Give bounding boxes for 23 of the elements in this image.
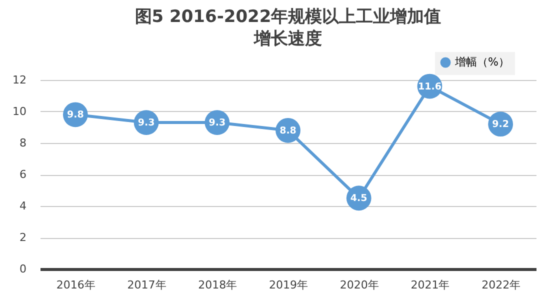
y-tick-label: 6 bbox=[20, 168, 26, 181]
y-tick-label: 8 bbox=[20, 136, 26, 150]
x-tick-label: 2018年 bbox=[198, 278, 238, 292]
data-label: 9.3 bbox=[138, 118, 155, 129]
data-label: 9.2 bbox=[492, 119, 509, 130]
x-tick-label: 2017年 bbox=[127, 278, 166, 292]
x-tick-label: 2021年 bbox=[410, 278, 450, 292]
data-label: 8.8 bbox=[280, 125, 297, 136]
chart-title: 图5 2016-2022年规模以上工业增加值增长速度 bbox=[134, 6, 442, 49]
y-tick-label: 0 bbox=[20, 262, 26, 276]
legend-label: 增幅（%） bbox=[454, 56, 510, 68]
y-tick-label: 10 bbox=[12, 105, 26, 118]
x-tick-label: 2019年 bbox=[269, 278, 308, 292]
x-tick-label: 2022年 bbox=[482, 278, 521, 292]
y-tick-label: 2 bbox=[20, 231, 26, 244]
data-label: 9.3 bbox=[208, 118, 226, 129]
y-tick-label: 12 bbox=[12, 74, 26, 86]
x-tick-label: 2016年 bbox=[56, 278, 96, 292]
data-label: 11.6 bbox=[418, 81, 442, 92]
x-tick-label: 2020年 bbox=[340, 278, 379, 292]
data-label: 4.5 bbox=[350, 193, 368, 204]
data-label: 9.8 bbox=[67, 110, 84, 121]
y-tick-label: 4 bbox=[20, 200, 26, 212]
